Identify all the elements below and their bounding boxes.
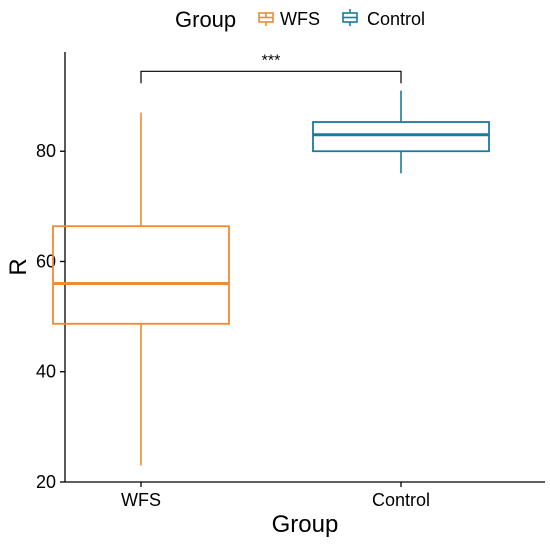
box-wfs [52, 112, 230, 466]
iqr-box-wfs [52, 225, 230, 325]
x-tick-label: WFS [121, 490, 161, 510]
significance-bracket: *** [140, 52, 402, 84]
x-ticks: WFS Control [121, 482, 430, 510]
y-tick-label: 80 [36, 141, 56, 161]
boxes [52, 90, 490, 466]
legend: Group WFS Control [175, 7, 425, 32]
x-axis-title: Group [272, 511, 339, 538]
y-ticks: 20 40 60 80 [36, 141, 65, 492]
legend-key-wfs [258, 12, 274, 26]
y-tick-label: 60 [36, 251, 56, 271]
significance-label: *** [262, 52, 281, 69]
y-axis-title: R [5, 258, 32, 275]
y-tick-label: 20 [36, 472, 56, 492]
legend-key-control [342, 9, 358, 26]
box-control [312, 90, 490, 174]
legend-title: Group [175, 7, 236, 32]
iqr-box-control [312, 121, 490, 153]
x-tick-label: Control [372, 490, 430, 510]
bracket-line [140, 70, 402, 84]
y-tick-label: 40 [36, 362, 56, 382]
legend-label-control: Control [367, 9, 425, 29]
legend-label-wfs: WFS [280, 9, 320, 29]
